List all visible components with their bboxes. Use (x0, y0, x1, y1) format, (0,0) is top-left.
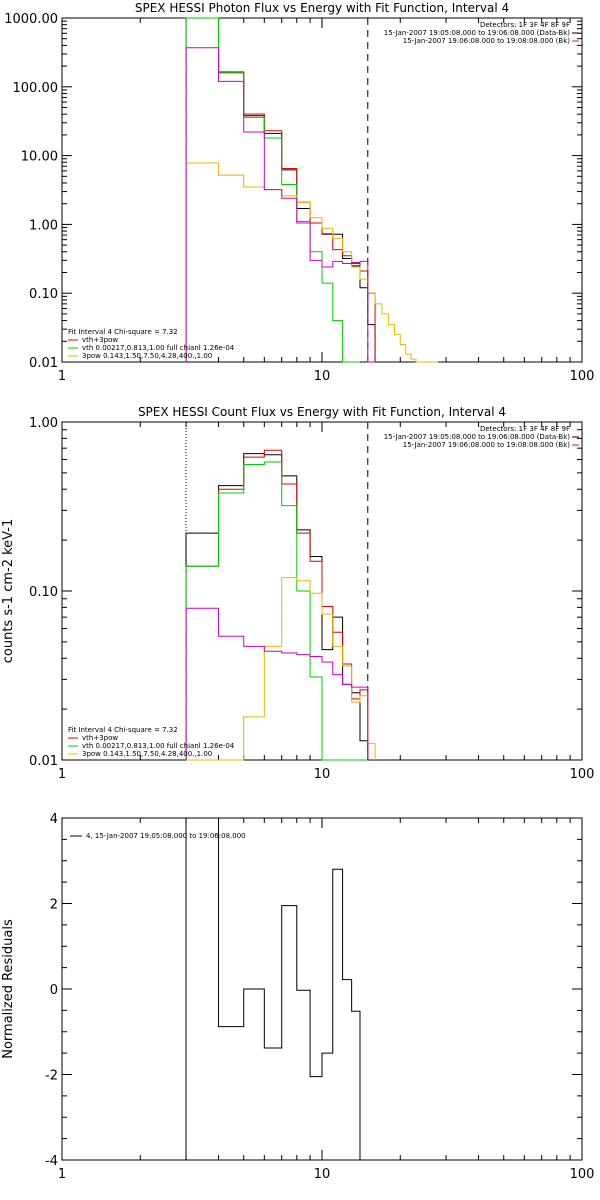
chart-panel-2: SPEX HESSI Count Flux vs Energy with Fit… (1, 405, 594, 782)
y-axis-label: counts s-1 cm-2 keV-1 (1, 519, 16, 664)
legend-series-label: 3pow 0.143,1.50,7.50,4.28,400.,1.00 (82, 352, 212, 360)
x-tick-label: 1 (58, 767, 66, 782)
y-tick-label: 0.10 (29, 287, 58, 302)
legend-info-line: Detectors: 1F 3F 4F 8F 9F (480, 21, 570, 29)
legend-series-label: vth 0.00217,0.813,1.00 full chianl 1.26e… (82, 344, 235, 352)
y-tick-label: 1.00 (29, 416, 58, 431)
x-tick-label: 10 (314, 369, 331, 384)
x-tick-label: 100 (570, 369, 595, 384)
plot-frame (61, 17, 583, 363)
x-tick-label: 10 (314, 767, 331, 782)
series-3pow (185, 162, 439, 363)
legend-info-line: 15-Jan-2007 19:06:08.000 to 19:08:08.000… (403, 37, 571, 45)
plot-frame (61, 817, 583, 1161)
y-tick-label: 1000.00 (4, 12, 58, 27)
legend-fit-line: Fit Interval 4 Chi-square = 7.32 (68, 328, 178, 336)
y-tick-label: 100.00 (13, 81, 59, 96)
y-tick-label: 4 (50, 812, 58, 827)
x-tick-label: 10 (314, 1167, 331, 1182)
y-tick-label: 0.10 (29, 585, 58, 600)
legend-info-line: 15-Jan-2007 19:05:08.000 to 19:06:08.000… (384, 29, 571, 37)
legend-info-line: Detectors: 1F 3F 4F 8F 9F (480, 425, 570, 433)
chart-title: SPEX HESSI Count Flux vs Energy with Fit… (138, 405, 506, 419)
series-vth+3pow (185, 449, 369, 760)
series-residuals (185, 817, 368, 1161)
y-tick-label: 1.00 (29, 218, 58, 233)
legend-info-line: 15-Jan-2007 19:05:08.000 to 19:06:08.000… (384, 433, 571, 441)
legend-series-label: vth+3pow (82, 734, 118, 742)
series-vth (185, 461, 368, 761)
y-tick-label: 10.00 (21, 150, 58, 165)
y-axis-label: Normalized Residuals (1, 919, 16, 1059)
legend-series-label: vth 0.00217,0.813,1.00 full chianl 1.26e… (82, 742, 235, 750)
series-bk (185, 47, 376, 363)
legend-fit-line: Fit Interval 4 Chi-square = 7.32 (68, 726, 178, 734)
y-tick-label: 0.01 (29, 754, 58, 769)
legend-info-line: 15-Jan-2007 19:06:08.000 to 19:08:08.000… (403, 441, 571, 449)
chart-title: SPEX HESSI Photon Flux vs Energy with Fi… (135, 1, 509, 15)
x-tick-label: 100 (570, 767, 595, 782)
x-tick-label: 1 (58, 1167, 66, 1182)
chart-panel-3: 1 10 100 -4 -2 0 2 4 Normalized Residuals 4, 15-J… (1, 812, 594, 1182)
legend-residual-label: 4, 15-Jan-2007 19:05:08.000 to 19:06:08.… (86, 832, 246, 840)
chart-panel-1: SPEX HESSI Photon Flux vs Energy with Fi… (4, 1, 594, 384)
y-tick-label: 2 (50, 898, 58, 913)
series-3pow (186, 577, 376, 761)
y-tick-label: -4 (45, 1154, 58, 1169)
y-tick-label: 0 (50, 983, 58, 998)
y-tick-label: 0.01 (29, 356, 58, 371)
y-tick-label: -2 (45, 1069, 58, 1084)
legend-series-label: 3pow 0.143,1.50,7.50,4.28,400.,1.00 (82, 750, 212, 758)
x-tick-label: 1 (58, 369, 66, 384)
series-data (185, 453, 369, 760)
x-tick-label: 100 (570, 1167, 595, 1182)
series-bk (185, 607, 369, 760)
legend-series-label: vth+3pow (82, 336, 118, 344)
